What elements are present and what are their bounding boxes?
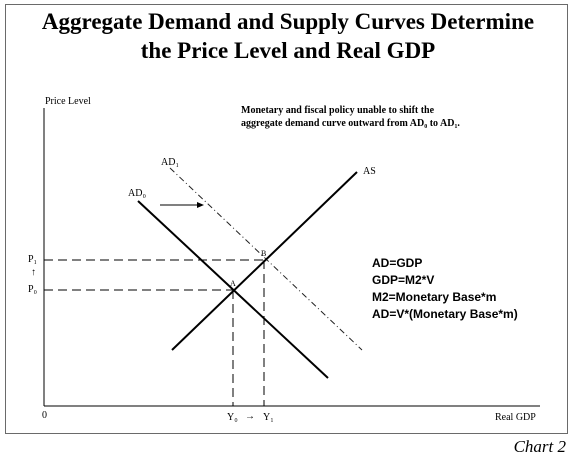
point-b-label: B — [261, 249, 267, 258]
ad0-label: AD₀ — [128, 188, 146, 199]
equation-1: AD=GDP — [372, 256, 423, 270]
y-tick-arrow: ↑ — [31, 267, 36, 278]
x-tick-y1: Y₁ — [263, 412, 274, 423]
ad0-curve — [137, 200, 329, 379]
y-axis-label: Price Level — [45, 96, 91, 107]
y-tick-p1: P₁ — [28, 254, 38, 265]
policy-note-line-2: aggregate demand curve outward from AD₀ … — [241, 118, 460, 129]
chart-title-line-2: the Price Level and Real GDP — [140, 38, 436, 63]
equation-3: M2=Monetary Base*m — [372, 290, 497, 304]
shift-arrow-head — [197, 202, 204, 208]
origin-label: 0 — [42, 410, 47, 421]
equation-4: AD=V*(Monetary Base*m) — [372, 307, 518, 321]
x-axis-label: Real GDP — [495, 412, 536, 423]
y-tick-p0: P₀ — [28, 284, 38, 295]
ad1-label: AD₁ — [161, 157, 179, 168]
equation-2: GDP=M2*V — [372, 273, 435, 287]
x-tick-arrow: → — [245, 411, 255, 422]
chart-frame — [5, 4, 568, 434]
chart-caption: Chart 2 — [513, 437, 566, 456]
x-tick-y0: Y₀ — [227, 412, 238, 423]
chart-title-line-1: Aggregate Demand and Supply Curves Deter… — [41, 9, 535, 34]
point-a-label: A — [230, 279, 236, 288]
as-label: AS — [363, 166, 376, 177]
policy-note-line-1: Monetary and fiscal policy unable to shi… — [241, 105, 435, 116]
